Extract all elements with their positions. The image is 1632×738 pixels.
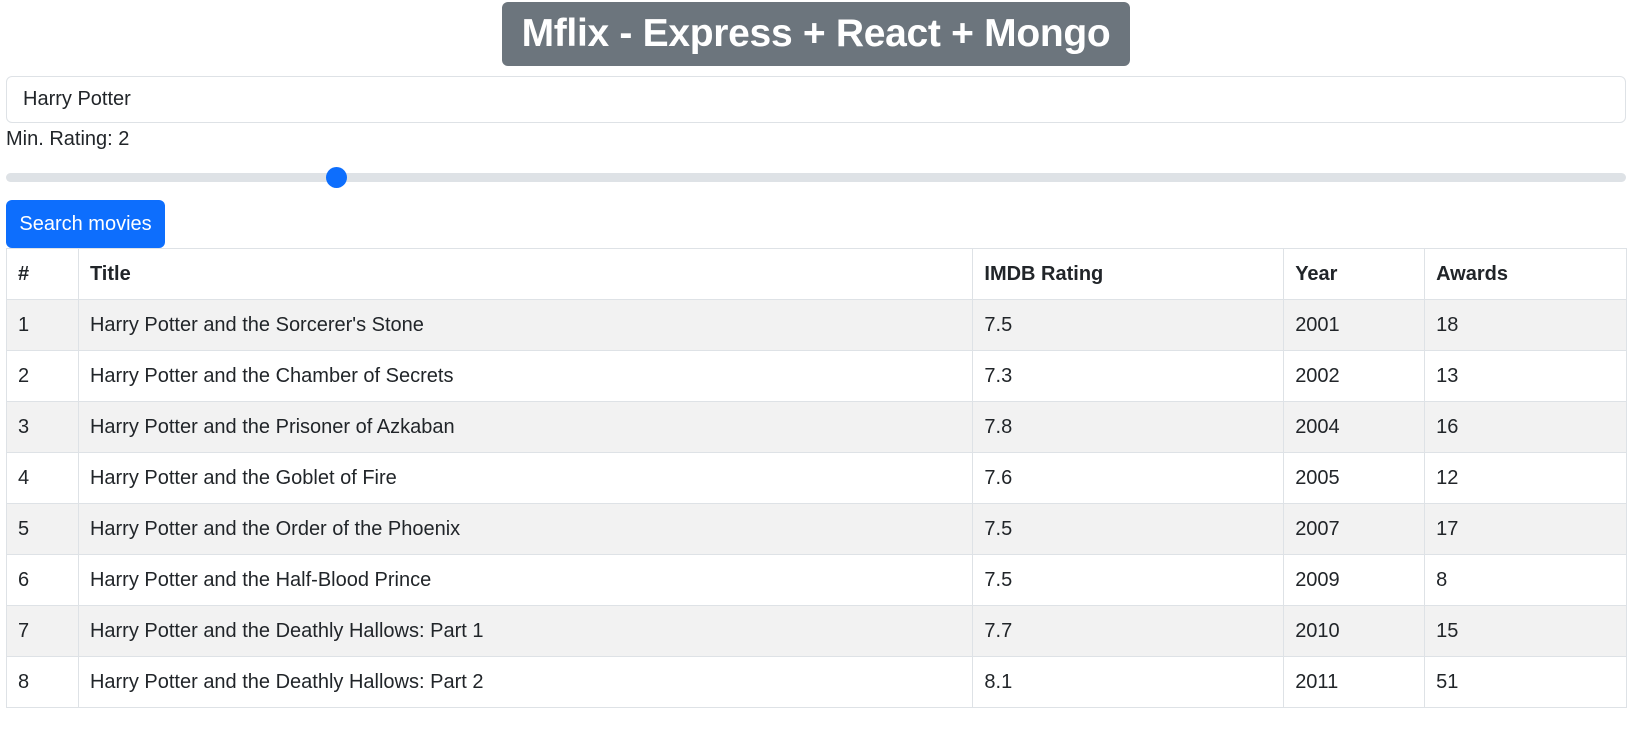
cell-title: Harry Potter and the Chamber of Secrets <box>77 350 974 402</box>
cell-imdb-rating: 8.1 <box>972 656 1285 708</box>
table-row: 8 Harry Potter and the Deathly Hallows: P… <box>6 656 1627 708</box>
cell-title: Harry Potter and the Half-Blood Prince <box>77 554 974 606</box>
column-header-year: Year <box>1283 248 1426 300</box>
cell-title: Harry Potter and the Deathly Hallows: Pa… <box>77 656 974 708</box>
cell-imdb-rating: 7.5 <box>972 503 1285 555</box>
cell-imdb-rating: 7.3 <box>972 350 1285 402</box>
cell-year: 2004 <box>1283 401 1426 453</box>
column-header-awards: Awards <box>1424 248 1627 300</box>
cell-number: 7 <box>6 605 79 657</box>
table-row: 6 Harry Potter and the Half-Blood Prince 7… <box>6 554 1627 606</box>
table-row: 5 Harry Potter and the Order of the Phoen… <box>6 503 1627 555</box>
column-header-number: # <box>6 248 79 300</box>
cell-number: 3 <box>6 401 79 453</box>
cell-year: 2001 <box>1283 299 1426 351</box>
cell-year: 2005 <box>1283 452 1426 504</box>
cell-title: Harry Potter and the Deathly Hallows: Pa… <box>77 605 974 657</box>
cell-awards: 15 <box>1424 605 1627 657</box>
cell-year: 2011 <box>1283 656 1426 708</box>
cell-imdb-rating: 7.6 <box>972 452 1285 504</box>
table-row: 2 Harry Potter and the Chamber of Secrets… <box>6 350 1627 402</box>
search-movies-button[interactable]: Search movies <box>6 200 165 248</box>
cell-title: Harry Potter and the Goblet of Fire <box>77 452 974 504</box>
column-header-imdb-rating: IMDB Rating <box>972 248 1285 300</box>
rating-slider-thumb[interactable] <box>326 167 347 188</box>
cell-number: 2 <box>6 350 79 402</box>
cell-number: 5 <box>6 503 79 555</box>
cell-number: 8 <box>6 656 79 708</box>
cell-year: 2002 <box>1283 350 1426 402</box>
cell-title: Harry Potter and the Sorcerer's Stone <box>77 299 974 351</box>
cell-awards: 16 <box>1424 401 1627 453</box>
cell-imdb-rating: 7.7 <box>972 605 1285 657</box>
cell-year: 2010 <box>1283 605 1426 657</box>
table-row: 3 Harry Potter and the Prisoner of Azkaba… <box>6 401 1627 453</box>
table-body: 1 Harry Potter and the Sorcerer's Stone 7.… <box>6 299 1627 708</box>
cell-number: 4 <box>6 452 79 504</box>
cell-awards: 13 <box>1424 350 1627 402</box>
cell-number: 6 <box>6 554 79 606</box>
cell-title: Harry Potter and the Prisoner of Azkaban <box>77 401 974 453</box>
search-input[interactable] <box>6 76 1626 123</box>
cell-awards: 17 <box>1424 503 1627 555</box>
cell-imdb-rating: 7.8 <box>972 401 1285 453</box>
cell-awards: 51 <box>1424 656 1627 708</box>
table-row: 1 Harry Potter and the Sorcerer's Stone 7.… <box>6 299 1627 351</box>
cell-year: 2009 <box>1283 554 1426 606</box>
table-header-row: # Title IMDB Rating Year Awards <box>6 248 1627 300</box>
cell-imdb-rating: 7.5 <box>972 299 1285 351</box>
column-header-title: Title <box>77 248 974 300</box>
cell-year: 2007 <box>1283 503 1426 555</box>
table-row: 4 Harry Potter and the Goblet of Fire 7.6 2… <box>6 452 1627 504</box>
min-rating-text: Min. Rating: <box>6 128 119 150</box>
movies-table: # Title IMDB Rating Year Awards 1 Harry P… <box>6 248 1627 708</box>
cell-imdb-rating: 7.5 <box>972 554 1285 606</box>
rating-slider-track[interactable] <box>6 173 1626 182</box>
cell-title: Harry Potter and the Order of the Phoeni… <box>77 503 974 555</box>
cell-awards: 12 <box>1424 452 1627 504</box>
cell-awards: 8 <box>1424 554 1627 606</box>
page-title: Mflix - Express + React + Mongo <box>502 2 1130 66</box>
table-row: 7 Harry Potter and the Deathly Hallows: P… <box>6 605 1627 657</box>
cell-number: 1 <box>6 299 79 351</box>
min-rating-value: 2 <box>118 128 130 150</box>
cell-awards: 18 <box>1424 299 1627 351</box>
min-rating-label: Min. Rating: 2 <box>6 127 129 151</box>
